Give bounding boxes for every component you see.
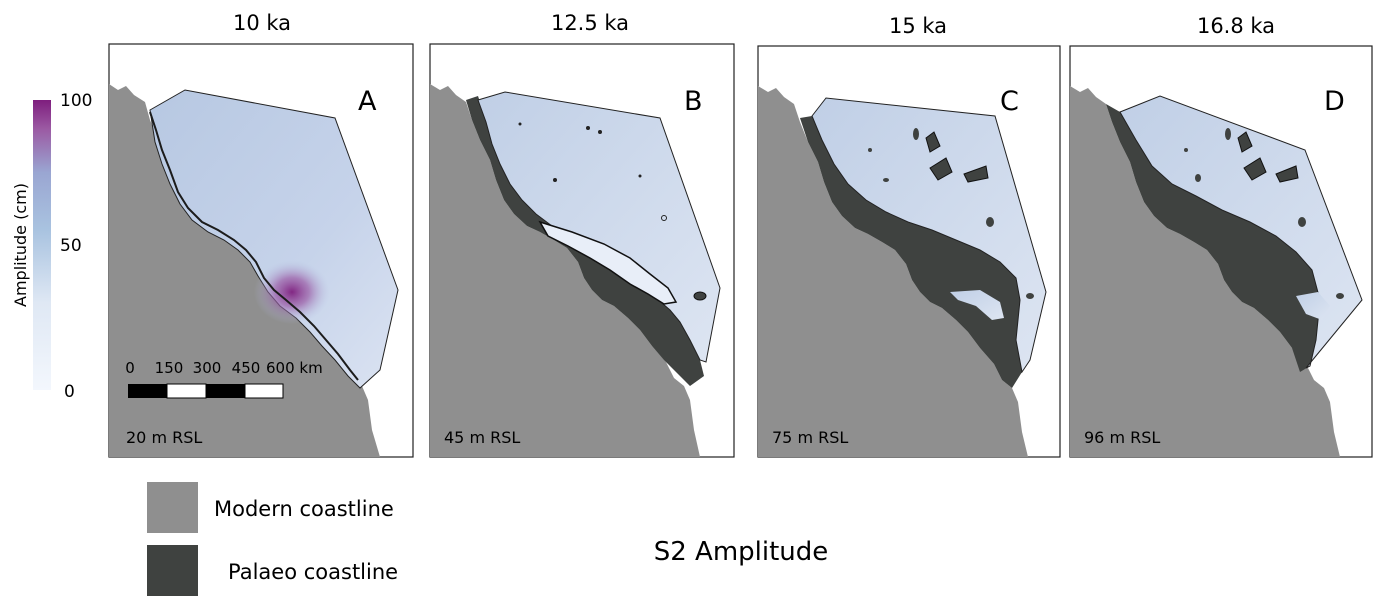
panel-a-time: 10 ka bbox=[233, 11, 291, 35]
panel-b-island bbox=[693, 291, 707, 301]
panel-d-letter: D bbox=[1324, 86, 1345, 117]
scale-label-300: 300 bbox=[193, 359, 222, 377]
panel-a-rsl: 20 m RSL bbox=[126, 428, 202, 447]
panel-c-island-7 bbox=[883, 178, 889, 182]
colorbar-tick-50: 50 bbox=[60, 236, 82, 256]
scale-label-150: 150 bbox=[155, 359, 184, 377]
panel-a-modern-land bbox=[109, 84, 380, 457]
panel-b-reef-3 bbox=[553, 178, 557, 182]
panel-c-island-5 bbox=[986, 217, 994, 227]
panel-d-island-7 bbox=[1195, 174, 1201, 182]
panel-b-reef-1 bbox=[586, 126, 590, 130]
panel-c-island-4 bbox=[913, 128, 919, 140]
panel-c: 15 ka C 75 m RSL bbox=[757, 14, 1061, 458]
panel-b-time: 12.5 ka bbox=[551, 11, 629, 35]
colorbar: Amplitude (cm) 100 50 0 bbox=[11, 91, 92, 402]
panel-c-palaeo-land bbox=[800, 116, 1022, 388]
panel-a-coast-detail bbox=[149, 111, 359, 381]
colorbar-label: Amplitude (cm) bbox=[11, 183, 30, 307]
panel-d-island-5 bbox=[1298, 217, 1306, 227]
legend-label-palaeo: Palaeo coastline bbox=[228, 560, 398, 584]
panel-c-embayment bbox=[950, 290, 1004, 320]
panel-b-reef-5 bbox=[638, 174, 642, 178]
legend: Modern coastline Palaeo coastline bbox=[147, 482, 398, 596]
legend-swatch-modern bbox=[147, 482, 198, 533]
legend-swatch-palaeo bbox=[147, 545, 198, 596]
panel-c-island-8 bbox=[868, 148, 872, 152]
colorbar-tick-0: 0 bbox=[64, 382, 75, 402]
panel-d-palaeo-land bbox=[1106, 104, 1320, 372]
panel-b-modern-land bbox=[430, 84, 700, 457]
panel-a: 10 ka A 20 m RSL 0 150 300 450 600 km bbox=[108, 11, 414, 458]
panel-b-reef-4 bbox=[518, 122, 522, 126]
panel-d-island-4 bbox=[1225, 128, 1231, 140]
panel-d-island-1 bbox=[1243, 157, 1267, 181]
panel-c-island-2 bbox=[963, 165, 989, 183]
panel-b-letter: B bbox=[684, 86, 703, 117]
panel-c-island-3 bbox=[925, 131, 941, 153]
panel-d-island-8 bbox=[1184, 148, 1188, 152]
panel-a-letter: A bbox=[358, 86, 377, 117]
panel-b-rsl: 45 m RSL bbox=[444, 428, 520, 447]
figure-title: S2 Amplitude bbox=[654, 537, 829, 567]
panel-c-letter: C bbox=[1000, 86, 1019, 117]
panel-d-embayment bbox=[1296, 292, 1330, 320]
legend-label-modern: Modern coastline bbox=[214, 497, 394, 521]
panel-c-time: 15 ka bbox=[889, 14, 947, 38]
panel-d-island-3 bbox=[1237, 131, 1253, 153]
panel-b-reef-2 bbox=[598, 130, 602, 134]
panel-b-exposed-shelf bbox=[538, 220, 678, 305]
panel-d-sea bbox=[1119, 95, 1363, 369]
scale-bar: 0 150 300 450 600 km bbox=[125, 359, 323, 399]
panel-c-island-6 bbox=[1026, 293, 1034, 299]
scale-label-0: 0 bbox=[125, 359, 135, 377]
panel-c-island-1 bbox=[929, 157, 953, 181]
panel-b-reef-6 bbox=[661, 215, 667, 221]
panel-d: 16.8 ka D 96 m RSL bbox=[1069, 14, 1373, 458]
panel-a-amplitude-hotspot bbox=[254, 260, 330, 324]
panel-d-island-6 bbox=[1336, 293, 1344, 299]
panel-c-sea bbox=[811, 97, 1047, 374]
panel-c-rsl: 75 m RSL bbox=[772, 428, 848, 447]
scale-label-450: 450 bbox=[232, 359, 261, 377]
colorbar-tick-100: 100 bbox=[60, 91, 92, 111]
scale-label-600: 600 km bbox=[266, 359, 323, 377]
colorbar-ramp bbox=[33, 100, 51, 390]
panel-d-rsl: 96 m RSL bbox=[1084, 428, 1160, 447]
panel-d-island-2 bbox=[1275, 165, 1299, 183]
panel-c-modern-land bbox=[758, 86, 1028, 457]
panel-b: 12.5 ka B 45 m RSL bbox=[429, 11, 735, 458]
panel-d-modern-land bbox=[1070, 86, 1340, 457]
panel-d-time: 16.8 ka bbox=[1197, 14, 1275, 38]
